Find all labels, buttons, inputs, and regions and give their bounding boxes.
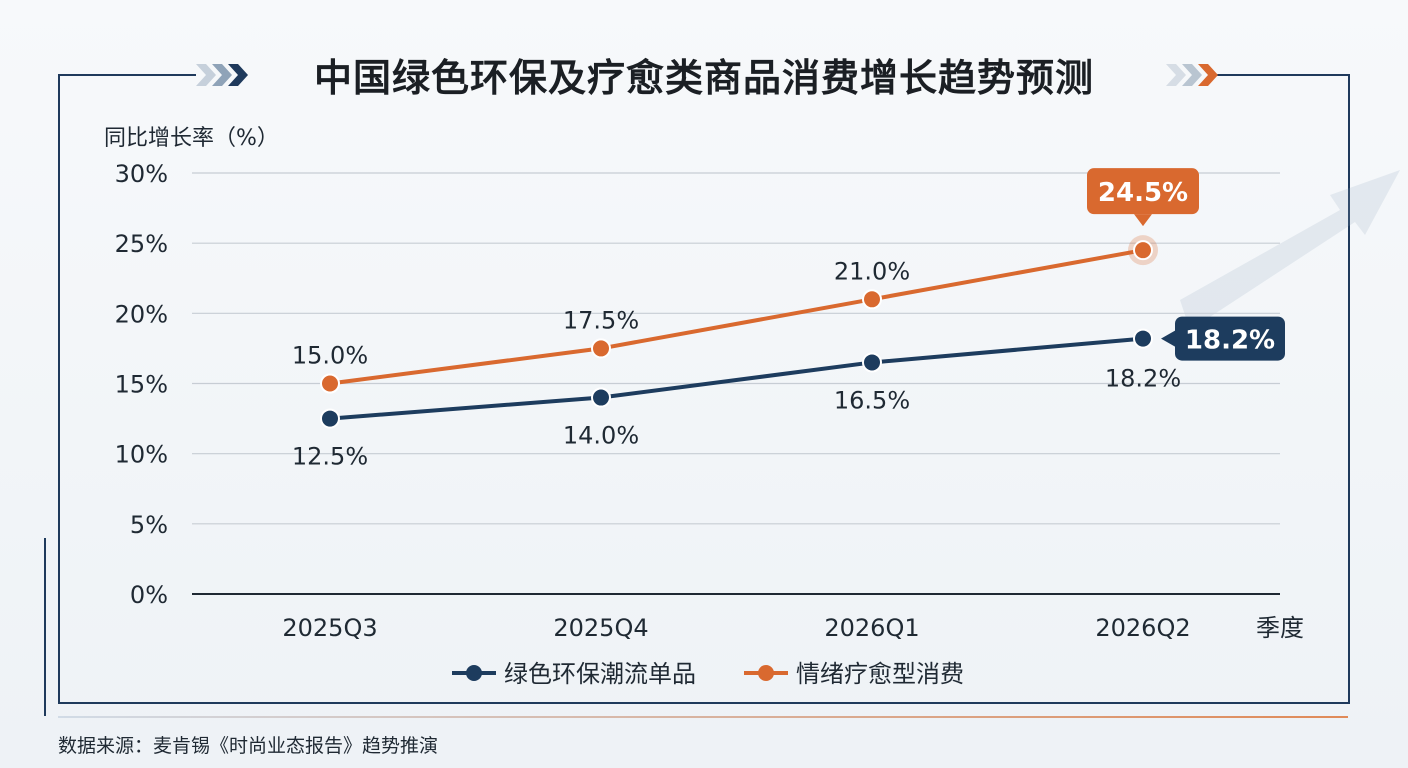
data-point [862, 289, 882, 310]
data-point [320, 408, 340, 429]
trend-arrow-decoration [1180, 170, 1400, 330]
y-tick-label: 25% [115, 230, 168, 258]
callout-value: 24.5% [1098, 178, 1188, 208]
x-tick-label: 2025Q4 [553, 614, 648, 642]
chevron-right-icon [1166, 64, 1218, 86]
data-point [591, 338, 611, 359]
callout-green: 18.2% [1161, 316, 1285, 361]
x-axis-title: 季度 [1256, 614, 1304, 642]
y-tick-label: 15% [115, 371, 168, 399]
callout-pointer [1134, 214, 1152, 227]
series-line-green [328, 336, 1145, 421]
data-label: 12.5% [292, 443, 368, 471]
y-tick-label: 5% [130, 511, 168, 539]
callout-value: 18.2% [1185, 326, 1275, 356]
y-tick-label: 0% [130, 581, 168, 609]
footer-accent-line [58, 716, 1348, 718]
left-accent-line [44, 538, 46, 716]
chevron-right-icon [196, 64, 248, 86]
legend-marker [758, 665, 774, 681]
legend-label: 绿色环保潮流单品 [504, 660, 696, 688]
data-point [1133, 328, 1153, 349]
data-point [591, 387, 611, 408]
callout-box [1087, 168, 1199, 215]
data-point [320, 373, 340, 394]
page-title: 中国绿色环保及疗愈类商品消费增长趋势预测 [313, 56, 1094, 100]
legend-label: 情绪疗愈型消费 [796, 660, 964, 688]
data-label: 14.0% [563, 422, 639, 450]
data-label: 18.2% [1105, 365, 1181, 393]
data-source-note: 数据来源：麦肯锡《时尚业态报告》趋势推演 [58, 735, 439, 757]
callout-pointer [1161, 330, 1175, 347]
legend-item: 绿色环保潮流单品 [452, 660, 696, 688]
y-tick-label: 30% [115, 160, 168, 188]
callout-box [1175, 316, 1285, 361]
series-line-healing [328, 248, 1145, 386]
data-label: 17.5% [563, 306, 639, 334]
y-tick-label: 10% [115, 441, 168, 469]
legend-item: 情绪疗愈型消费 [744, 660, 964, 688]
data-point [862, 352, 882, 373]
data-label: 16.5% [834, 386, 910, 414]
y-axis-title: 同比增长率（%） [104, 126, 279, 151]
y-tick-label: 20% [115, 300, 168, 328]
data-point [1133, 240, 1153, 261]
x-tick-label: 2026Q2 [1095, 614, 1190, 642]
callout-healing: 24.5% [1087, 168, 1199, 227]
x-tick-label: 2025Q3 [282, 614, 377, 642]
legend-marker [466, 665, 482, 681]
data-label: 21.0% [834, 257, 910, 285]
x-tick-label: 2026Q1 [824, 614, 919, 642]
title-mask [196, 62, 1216, 88]
data-label: 15.0% [292, 342, 368, 370]
